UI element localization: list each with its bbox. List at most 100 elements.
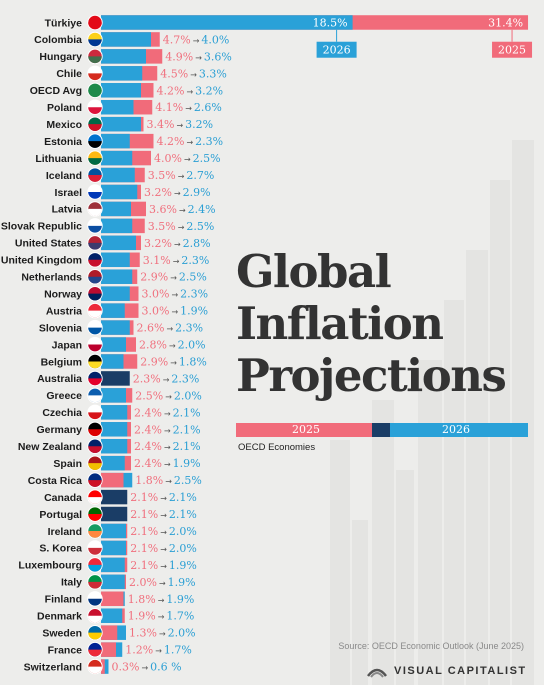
- value-label-2025: 2.4%: [134, 406, 162, 419]
- value-label-2025: 2.4%: [134, 457, 162, 470]
- flag-icon-half: [88, 242, 102, 250]
- value-label-2026: 2.6%: [194, 101, 222, 114]
- value-label-2025: 4.5%: [160, 67, 188, 80]
- value-label-2025: 4.0%: [154, 152, 182, 165]
- arrow-icon: →: [160, 511, 167, 520]
- legend-swatch-equal: [372, 423, 390, 437]
- country-label: Greece: [46, 390, 82, 402]
- bar-equal: [101, 371, 130, 386]
- value-label-2025: 2.4%: [134, 423, 162, 436]
- value-label-pair: 2.4% → 2.1%: [134, 440, 201, 453]
- bar-2026: [101, 150, 133, 166]
- arrow-icon: →: [179, 206, 186, 215]
- arrow-icon: →: [165, 477, 172, 486]
- value-label-2025: 3.2%: [144, 186, 172, 199]
- value-label-2026: 2.3%: [195, 135, 223, 148]
- arrow-icon: →: [160, 545, 167, 554]
- country-label: Costa Rica: [28, 475, 82, 487]
- value-label-2025: 3.1%: [143, 254, 171, 267]
- arrow-icon: →: [164, 460, 171, 469]
- bar-2026: [101, 438, 128, 454]
- value-label-pair: 1.8% → 2.5%: [135, 474, 202, 487]
- country-label: Czechia: [42, 407, 82, 419]
- bar-2026: [101, 557, 125, 573]
- bar-2026: [101, 269, 133, 284]
- skyline-block: [418, 360, 442, 685]
- flag-icon-half: [88, 107, 102, 115]
- value-label-2025: 4.9%: [165, 50, 193, 63]
- value-label-pair: 2.8% → 2.0%: [139, 339, 206, 352]
- arrow-icon: →: [176, 121, 183, 130]
- country-label: Lithuania: [35, 153, 82, 165]
- bar-2026: [101, 540, 126, 556]
- value-label-2026: 2.5%: [193, 152, 221, 165]
- flag-icon-half: [88, 225, 102, 233]
- bar-2026: [101, 66, 143, 81]
- value-label-pair: 1.9% → 1.7%: [128, 610, 195, 623]
- value-label-2025: 1.8%: [135, 474, 163, 487]
- value-label-2026: 4.0%: [201, 33, 229, 46]
- bar-2025: [101, 472, 124, 488]
- country-label: Slovenia: [39, 322, 82, 334]
- bar-2026: [101, 354, 124, 369]
- value-label-2025: 2.1%: [130, 559, 158, 572]
- value-label-2026: 18.5%: [313, 16, 348, 29]
- arrow-icon: →: [178, 172, 185, 181]
- arrow-icon: →: [155, 647, 162, 656]
- flag-icon-half: [88, 124, 102, 131]
- country-label: Hungary: [39, 51, 82, 63]
- skyline-block: [352, 520, 368, 685]
- value-label-pair: 2.0% → 1.9%: [129, 576, 196, 589]
- bar-2026: [101, 286, 130, 301]
- country-label: New Zealand: [18, 441, 82, 453]
- bar-2026: [101, 422, 128, 437]
- value-label-2025: 2.9%: [140, 355, 168, 368]
- bar-2026: [101, 184, 138, 200]
- value-label-2025: 31.4%: [488, 16, 523, 29]
- value-label-2026: 3.2%: [185, 118, 213, 131]
- country-label: Japan: [52, 339, 82, 351]
- value-label-pair: 3.2% → 2.8%: [144, 237, 211, 250]
- country-label: Italy: [61, 577, 82, 589]
- arrow-icon: →: [193, 36, 200, 45]
- country-label: Germany: [36, 424, 82, 436]
- value-label-2026: 2.0%: [169, 542, 197, 555]
- value-label-pair: 2.9% → 1.8%: [140, 355, 207, 368]
- skyline-block: [444, 300, 464, 685]
- flag-icon-half: [88, 564, 102, 572]
- arrow-icon: →: [158, 613, 165, 622]
- value-label-pair: 4.2% → 3.2%: [157, 84, 224, 97]
- bar-2026: [101, 235, 136, 251]
- arrow-icon: →: [170, 358, 177, 367]
- value-label-2025: 4.2%: [157, 135, 185, 148]
- flag-icon-half: [88, 632, 102, 640]
- value-label-2025: 2.6%: [137, 322, 165, 335]
- value-label-pair: 3.6% → 2.4%: [149, 203, 216, 216]
- legend: 2025 2026: [236, 423, 528, 437]
- skyline-block: [396, 470, 414, 685]
- value-label-2026: 1.8%: [179, 355, 207, 368]
- value-label-2026: 3.2%: [195, 84, 223, 97]
- tag-2025: [492, 41, 533, 58]
- value-label-2026: 2.1%: [173, 406, 201, 419]
- arrow-icon: →: [160, 494, 167, 503]
- country-label: Spain: [53, 458, 82, 470]
- bar-2026: [101, 608, 123, 623]
- country-label: Norway: [44, 288, 82, 300]
- bar-2026: [101, 116, 141, 132]
- value-label-2026: 2.0%: [178, 339, 206, 352]
- arrow-icon: →: [173, 257, 180, 266]
- country-label: Iceland: [46, 170, 82, 182]
- arrow-icon: →: [164, 443, 171, 452]
- chart-title: Global Inflation Projections: [236, 246, 536, 402]
- value-label-2025: 2.0%: [129, 576, 157, 589]
- country-label: Austria: [46, 305, 82, 317]
- value-label-2026: 2.3%: [175, 322, 203, 335]
- brand-name: VISUAL CAPITALIST: [394, 665, 527, 677]
- bar-2025: [101, 591, 124, 607]
- flag-icon-half: [88, 158, 102, 165]
- flag-icon-half: [88, 615, 102, 623]
- value-label-pair: 4.9% → 3.6%: [165, 50, 232, 63]
- value-label-pair: 2.4% → 2.1%: [134, 423, 201, 436]
- value-label-2026: 2.5%: [174, 474, 202, 487]
